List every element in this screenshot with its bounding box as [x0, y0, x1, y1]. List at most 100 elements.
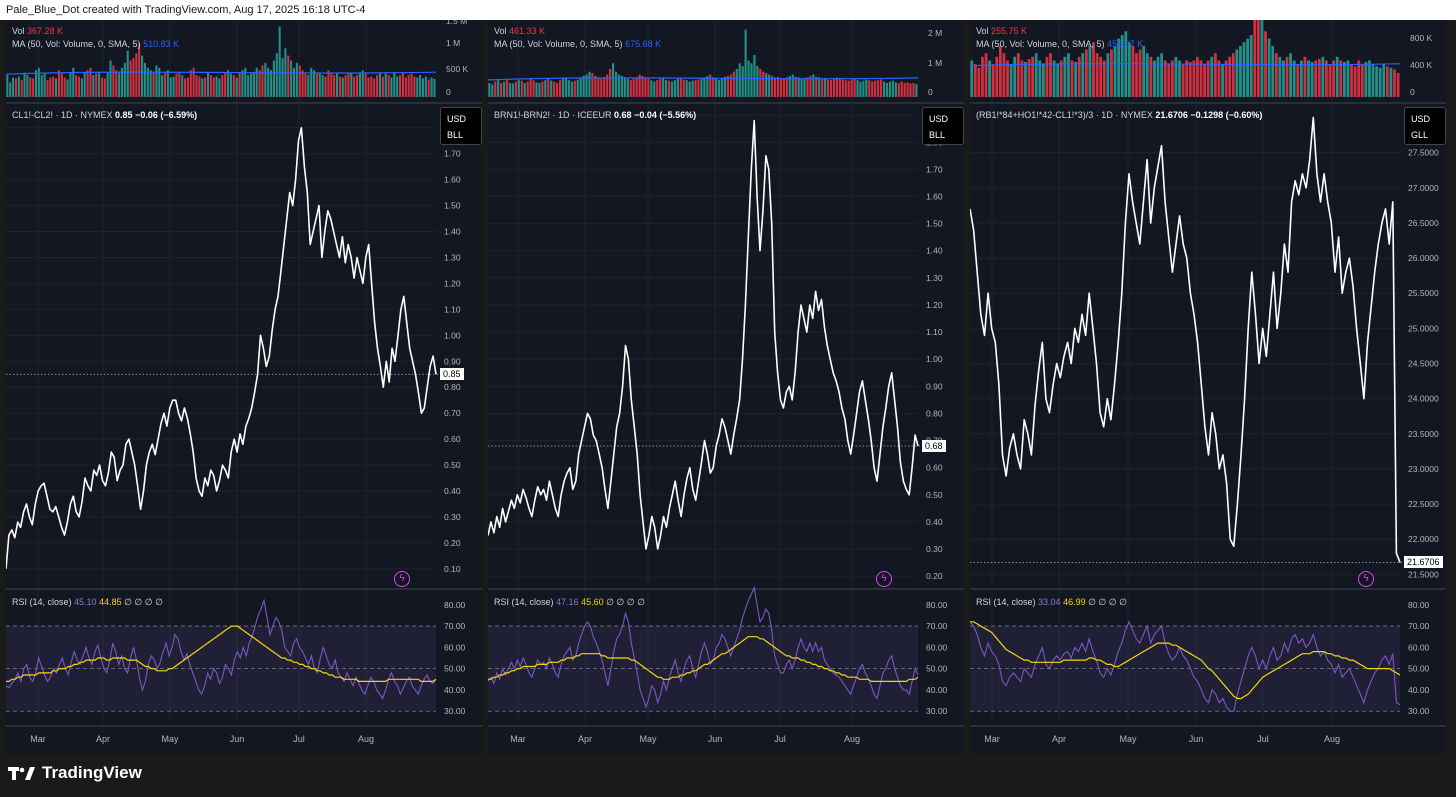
rsi-axis-tick: 50.00 — [926, 664, 948, 674]
chart-panel-3[interactable]: 800 K 400 K 0 27.5000 27.0000 26.5000 26.0000 2… — [970, 20, 1446, 754]
volume-bar — [315, 73, 318, 97]
tradingview-brand[interactable]: TradingView — [8, 763, 142, 783]
volume-bar — [209, 75, 212, 97]
volume-bar — [1246, 38, 1249, 97]
symbol-legend[interactable]: (RB1!*84+HO1!*42-CL1!*3)/3 · 1D · NYMEX … — [976, 110, 1262, 120]
volume-bar — [143, 62, 146, 97]
volume-bar — [1389, 67, 1393, 97]
volume-bar — [827, 79, 830, 97]
rsi-axis-tick: 50.00 — [1408, 664, 1430, 674]
volume-bar — [201, 78, 204, 97]
volume-bar — [358, 72, 361, 97]
volume-bar — [152, 72, 155, 97]
volume-bar — [1031, 56, 1034, 97]
price-axis-tick: 1.40 — [926, 246, 943, 256]
symbol-legend[interactable]: CL1!-CL2! · 1D · NYMEX 0.85 −0.06 (−6.59… — [12, 110, 197, 120]
volume-bar — [706, 75, 709, 97]
volume-bar — [508, 83, 512, 97]
time-axis-label: Aug — [1324, 734, 1340, 744]
volume-bar — [112, 65, 115, 97]
volume-bar — [1056, 64, 1060, 97]
volume-bar — [600, 78, 603, 98]
time-axis-label: May — [639, 734, 657, 744]
volume-bar — [17, 76, 20, 97]
volume-bar — [384, 73, 387, 97]
volume-bar — [89, 67, 92, 97]
volume-bar — [181, 75, 184, 97]
currency-unit-selector[interactable]: USD BLL — [440, 107, 482, 145]
volume-bar — [597, 77, 600, 97]
volume-bar — [868, 80, 871, 97]
volume-bar — [247, 75, 250, 97]
volume-bar — [491, 84, 494, 97]
volume-bar — [662, 77, 665, 97]
lightning-icon[interactable]: ϟ — [394, 571, 410, 587]
rsi-label: RSI (14, close) — [976, 597, 1039, 607]
volume-bar — [1206, 60, 1210, 97]
price-axis-tick: 26.5000 — [1408, 218, 1439, 228]
volume-bar — [594, 75, 597, 97]
volume-bar — [1350, 64, 1353, 97]
volume-bar — [488, 83, 491, 97]
volume-bar — [850, 79, 853, 97]
chart-canvas[interactable]: 2 M1 M01.901.801.701.601.501.401.301.201… — [488, 20, 964, 754]
volume-bar — [1239, 45, 1242, 97]
symbol-legend[interactable]: BRN1!-BRN2! · 1D · ICEEUR 0.68 −0.04 (−5… — [494, 110, 696, 120]
volume-bar — [1296, 64, 1300, 97]
volume-bar — [579, 77, 582, 97]
volume-bar — [1020, 60, 1024, 97]
volume-bar — [1342, 62, 1346, 97]
volume-bar — [324, 76, 327, 97]
volume-bar — [138, 43, 141, 97]
volume-bar — [603, 77, 606, 97]
volume-bar — [806, 77, 809, 97]
price-axis-tick: 27.0000 — [1408, 183, 1439, 193]
last-price: 21.6706 — [1155, 110, 1191, 120]
volume-bar — [609, 68, 612, 97]
volume-bar — [573, 80, 576, 97]
spread-price-line — [6, 127, 437, 569]
volume-bar — [1049, 53, 1052, 97]
volume-bar — [106, 72, 109, 97]
currency-unit-selector[interactable]: USD BLL — [922, 107, 964, 145]
volume-bar — [1371, 64, 1375, 97]
volume-bar — [1368, 60, 1371, 97]
volume-bar — [1142, 45, 1146, 97]
volume-bar — [390, 77, 393, 97]
volume-bar — [141, 55, 144, 97]
volume-bar — [195, 75, 198, 97]
volume-bar — [115, 70, 118, 97]
volume-bar — [55, 78, 58, 97]
volume-bar — [984, 53, 988, 97]
price-axis-tick: 22.5000 — [1408, 499, 1439, 509]
volume-bar — [1099, 56, 1103, 97]
volume-bar — [298, 65, 301, 97]
chart-panel-2[interactable]: 2 M1 M01.901.801.701.601.501.401.301.201… — [488, 20, 964, 754]
currency-unit-selector[interactable]: USD GLL — [1404, 107, 1446, 145]
volume-bar — [287, 55, 290, 97]
volume-ma-label: MA (50, Vol: Volume, 0, SMA, 5) — [976, 39, 1108, 49]
price-axis-tick: 1.30 — [926, 273, 943, 283]
price-axis-tick: 25.5000 — [1408, 288, 1439, 298]
volume-label: Vol — [976, 26, 992, 36]
lightning-icon[interactable]: ϟ — [1358, 571, 1374, 587]
volume-bar — [556, 83, 559, 97]
volume-bar — [1063, 56, 1067, 97]
volume-unit: GLL — [1411, 130, 1429, 140]
volume-bar — [212, 77, 215, 97]
volume-bar — [1120, 35, 1124, 97]
volume-bar — [267, 67, 270, 97]
volume-bar — [244, 67, 247, 97]
volume-bar — [241, 70, 244, 97]
volume-bar — [494, 81, 497, 97]
volume-bar — [77, 76, 81, 97]
price-axis-tick: 1.50 — [926, 219, 943, 229]
lightning-icon[interactable]: ϟ — [876, 571, 892, 587]
price-axis-tick: 1.00 — [444, 330, 461, 340]
volume-legend: Vol 461.33 K — [494, 26, 545, 36]
volume-bar — [785, 77, 788, 97]
chart-canvas[interactable]: 800 K 400 K 0 27.5000 27.0000 26.5000 26.0000 2… — [970, 20, 1446, 754]
volume-bar — [1325, 60, 1328, 97]
